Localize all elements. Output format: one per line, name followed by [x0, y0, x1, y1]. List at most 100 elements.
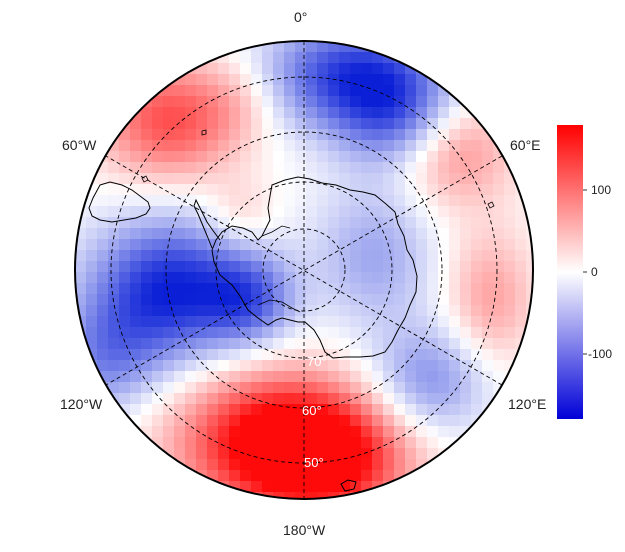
field-cell: [460, 85, 472, 97]
field-cell: [75, 283, 87, 295]
field-cell: [339, 283, 351, 295]
field-cell: [504, 470, 516, 482]
field-cell: [339, 426, 351, 438]
field-cell: [306, 360, 318, 372]
field-cell: [218, 85, 230, 97]
field-cell: [438, 426, 450, 438]
field-cell: [196, 228, 208, 240]
field-cell: [196, 481, 208, 493]
field-cell: [372, 382, 384, 394]
field-cell: [251, 316, 263, 328]
field-cell: [284, 206, 296, 218]
field-cell: [130, 140, 142, 152]
field-cell: [526, 184, 533, 196]
field-cell: [493, 118, 505, 130]
field-cell: [383, 338, 395, 350]
field-cell: [130, 129, 142, 141]
field-cell: [493, 338, 505, 350]
field-cell: [328, 195, 340, 207]
field-cell: [482, 470, 494, 482]
field-cell: [251, 173, 263, 185]
field-cell: [196, 349, 208, 361]
field-cell: [174, 41, 186, 53]
field-cell: [284, 41, 296, 53]
field-cell: [350, 195, 362, 207]
field-cell: [317, 272, 329, 284]
field-cell: [240, 338, 252, 350]
field-cell: [526, 107, 533, 119]
field-cell: [350, 217, 362, 229]
field-cell: [262, 349, 274, 361]
field-cell: [350, 96, 362, 108]
field-cell: [405, 107, 417, 119]
field-cell: [152, 118, 164, 130]
field-cell: [427, 184, 439, 196]
field-cell: [152, 415, 164, 427]
field-cell: [262, 96, 274, 108]
field-cell: [295, 371, 307, 383]
field-cell: [295, 459, 307, 471]
field-cell: [427, 272, 439, 284]
field-cell: [504, 481, 516, 493]
field-cell: [284, 85, 296, 97]
field-cell: [416, 140, 428, 152]
field-cell: [141, 272, 153, 284]
field-cell: [449, 41, 461, 53]
field-cell: [196, 96, 208, 108]
field-cell: [163, 459, 175, 471]
field-cell: [75, 52, 87, 64]
field-cell: [75, 162, 87, 174]
field-cell: [515, 206, 527, 218]
field-cell: [526, 63, 533, 75]
field-cell: [273, 228, 285, 240]
field-cell: [174, 173, 186, 185]
field-cell: [317, 151, 329, 163]
field-cell: [152, 272, 164, 284]
field-cell: [97, 173, 109, 185]
field-cell: [361, 360, 373, 372]
field-cell: [339, 481, 351, 493]
field-cell: [229, 404, 241, 416]
field-cell: [163, 74, 175, 86]
field-cell: [141, 338, 153, 350]
field-cell: [372, 239, 384, 251]
field-cell: [251, 74, 263, 86]
field-cell: [361, 173, 373, 185]
field-cell: [471, 118, 483, 130]
field-cell: [350, 52, 362, 64]
field-cell: [130, 448, 142, 460]
field-cell: [372, 85, 384, 97]
field-cell: [427, 162, 439, 174]
field-cell: [306, 481, 318, 493]
field-cell: [460, 52, 472, 64]
field-cell: [262, 382, 274, 394]
field-cell: [207, 173, 219, 185]
field-cell: [141, 74, 153, 86]
field-cell: [86, 184, 98, 196]
field-cell: [438, 492, 450, 499]
field-cell: [130, 338, 142, 350]
field-cell: [317, 118, 329, 130]
field-cell: [130, 195, 142, 207]
field-cell: [185, 272, 197, 284]
field-cell: [372, 195, 384, 207]
field-cell: [97, 305, 109, 317]
field-cell: [130, 415, 142, 427]
field-cell: [427, 52, 439, 64]
field-cell: [295, 195, 307, 207]
field-cell: [515, 261, 527, 273]
field-cell: [185, 96, 197, 108]
field-cell: [504, 96, 516, 108]
field-cell: [493, 250, 505, 262]
field-cell: [240, 52, 252, 64]
field-cell: [174, 217, 186, 229]
field-cell: [75, 448, 87, 460]
field-cell: [482, 316, 494, 328]
colorbar-label-100: 100: [591, 183, 612, 197]
field-cell: [273, 74, 285, 86]
field-cell: [108, 239, 120, 251]
field-cell: [438, 393, 450, 405]
field-cell: [394, 481, 406, 493]
field-cell: [75, 481, 87, 493]
field-cell: [350, 74, 362, 86]
